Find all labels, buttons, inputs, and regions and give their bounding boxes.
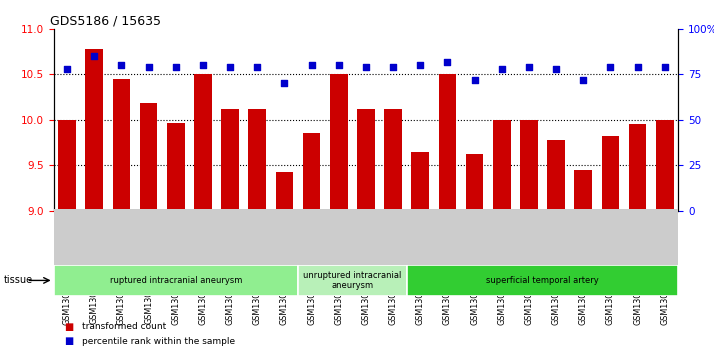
Point (496, 66, 508, 72)
Bar (59, 120, 76, 211)
Text: GDS5186 / 15635: GDS5186 / 15635 (51, 15, 161, 28)
Bar (167, 122, 185, 211)
Point (170, 64, 181, 70)
Bar (276, 172, 293, 211)
Text: unruptured intracranial
aneurysm: unruptured intracranial aneurysm (303, 271, 401, 290)
Point (306, 62, 317, 68)
Bar (384, 109, 402, 211)
Point (550, 66, 562, 72)
Bar (411, 151, 429, 211)
Bar (438, 74, 456, 211)
Bar (113, 79, 130, 211)
Bar (140, 103, 158, 211)
Point (659, 64, 670, 70)
Point (388, 64, 399, 70)
Bar (330, 74, 348, 211)
Bar (357, 109, 375, 211)
Bar (303, 133, 321, 211)
Point (61, 66, 73, 72)
Text: superficial temporal artery: superficial temporal artery (486, 276, 599, 285)
Point (251, 64, 263, 70)
Bar (298, 265, 407, 296)
Bar (248, 109, 266, 211)
Text: tissue: tissue (4, 275, 33, 285)
Bar (547, 140, 565, 211)
Bar (629, 125, 646, 211)
Point (442, 59, 453, 65)
Bar (466, 154, 483, 211)
Bar (194, 74, 212, 211)
Bar (656, 120, 673, 211)
Point (605, 64, 616, 70)
Point (469, 77, 481, 83)
Point (278, 81, 290, 86)
Point (632, 64, 643, 70)
Bar (493, 120, 511, 211)
Text: ■: ■ (64, 336, 74, 346)
Point (523, 64, 535, 70)
Bar (407, 265, 678, 296)
Point (197, 62, 208, 68)
Point (415, 62, 426, 68)
Point (143, 64, 154, 70)
Text: transformed count: transformed count (82, 322, 166, 331)
Point (361, 64, 372, 70)
Point (578, 77, 589, 83)
Text: ■: ■ (64, 322, 74, 332)
Point (224, 64, 236, 70)
Bar (574, 170, 592, 211)
Text: percentile rank within the sample: percentile rank within the sample (82, 337, 235, 346)
Point (89, 53, 100, 59)
Text: ruptured intracranial aneurysm: ruptured intracranial aneurysm (109, 276, 242, 285)
Bar (221, 109, 239, 211)
Point (333, 62, 344, 68)
Point (116, 62, 127, 68)
Bar (520, 120, 538, 211)
Bar (86, 49, 103, 211)
Bar (602, 136, 619, 211)
Bar (54, 265, 298, 296)
